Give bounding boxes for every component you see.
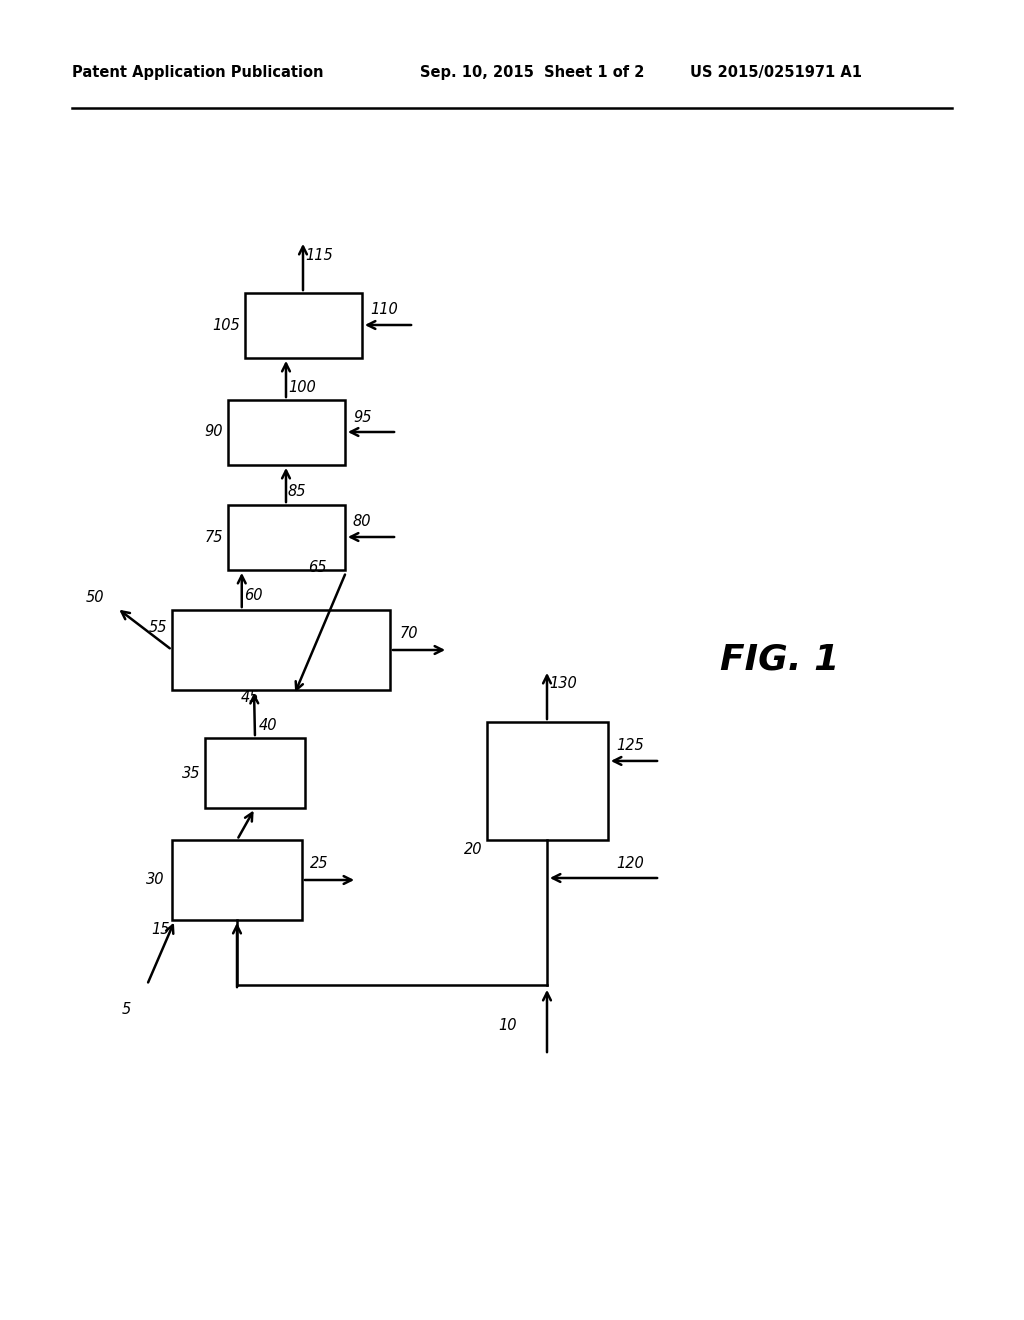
- Text: 85: 85: [288, 484, 306, 499]
- Text: 105: 105: [212, 318, 240, 333]
- Text: 65: 65: [308, 561, 327, 576]
- Text: 50: 50: [85, 590, 104, 606]
- Bar: [487, 722, 608, 840]
- Text: 25: 25: [310, 857, 329, 871]
- Text: 45: 45: [241, 690, 259, 705]
- Text: 5: 5: [122, 1002, 131, 1018]
- Text: 35: 35: [181, 766, 200, 780]
- Bar: [228, 506, 345, 570]
- Text: FIG. 1: FIG. 1: [720, 643, 840, 677]
- Text: 70: 70: [400, 627, 419, 642]
- Text: 20: 20: [464, 842, 482, 858]
- Text: 10: 10: [499, 1018, 517, 1032]
- Text: 110: 110: [370, 302, 397, 318]
- Bar: [245, 293, 362, 358]
- Text: 40: 40: [259, 718, 278, 734]
- Text: Patent Application Publication: Patent Application Publication: [72, 65, 324, 79]
- Text: Sep. 10, 2015  Sheet 1 of 2: Sep. 10, 2015 Sheet 1 of 2: [420, 65, 644, 79]
- Bar: [205, 738, 305, 808]
- Text: 90: 90: [205, 425, 223, 440]
- Text: 30: 30: [145, 873, 164, 887]
- Text: 115: 115: [305, 248, 333, 263]
- Text: US 2015/0251971 A1: US 2015/0251971 A1: [690, 65, 862, 79]
- Bar: [172, 840, 302, 920]
- Text: 80: 80: [353, 515, 372, 529]
- Text: 75: 75: [205, 529, 223, 544]
- Text: 15: 15: [152, 923, 170, 937]
- Text: 125: 125: [616, 738, 644, 754]
- Text: 130: 130: [549, 676, 577, 692]
- Text: 60: 60: [244, 589, 262, 603]
- Text: 100: 100: [288, 380, 315, 395]
- Bar: [228, 400, 345, 465]
- Text: 95: 95: [353, 409, 372, 425]
- Text: 55: 55: [148, 620, 167, 635]
- Text: 120: 120: [616, 855, 644, 870]
- Bar: [172, 610, 390, 690]
